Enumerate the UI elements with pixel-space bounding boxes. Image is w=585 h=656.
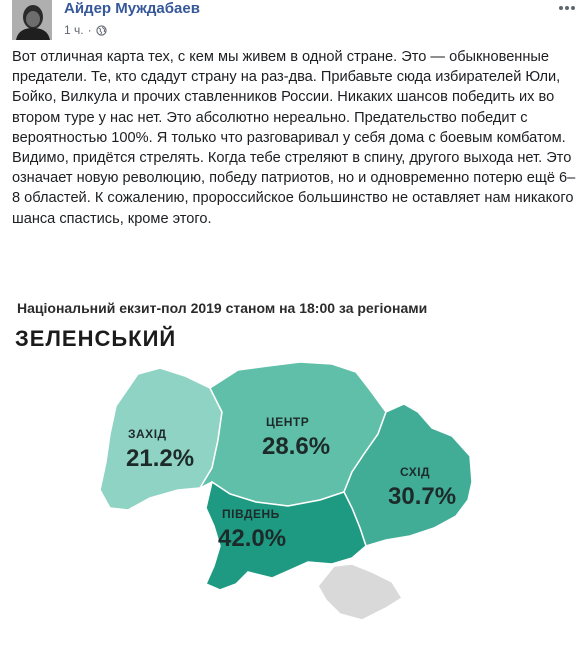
candidate-name: ЗЕЛЕНСЬКИЙ: [15, 326, 177, 351]
region-value-tsentr: 28.6%: [262, 433, 330, 460]
exit-poll-infographic[interactable]: Національний екзит-пол 2019 станом на 18…: [0, 290, 585, 656]
ukraine-map: ЗАХІД 21.2% ЦЕНТР 28.6% СХІД 30.7% ПІВДЕ…: [99, 361, 473, 621]
region-label-skhid: СХІД: [400, 465, 430, 479]
region-value-zahid: 21.2%: [126, 445, 194, 472]
post-time[interactable]: 1 ч.: [64, 23, 84, 37]
avatar[interactable]: [12, 0, 52, 40]
infographic-title: Національний екзит-пол 2019 станом на 18…: [17, 300, 428, 316]
globe-icon: [95, 24, 107, 36]
post-text: Вот отличная карта тех, с кем мы живем в…: [12, 49, 576, 227]
region-label-pivden: ПІВДЕНЬ: [222, 507, 280, 521]
region-value-skhid: 30.7%: [388, 483, 456, 510]
region-label-tsentr: ЦЕНТР: [266, 415, 309, 429]
author-name[interactable]: Айдер Муждабаев: [64, 0, 200, 17]
post-meta: 1 ч. ·: [64, 22, 107, 38]
post-header: Айдер Муждабаев 1 ч. ·: [0, 0, 585, 46]
region-value-pivden: 42.0%: [218, 525, 286, 552]
more-dots-icon[interactable]: [557, 2, 577, 14]
region-label-zahid: ЗАХІД: [128, 427, 167, 441]
